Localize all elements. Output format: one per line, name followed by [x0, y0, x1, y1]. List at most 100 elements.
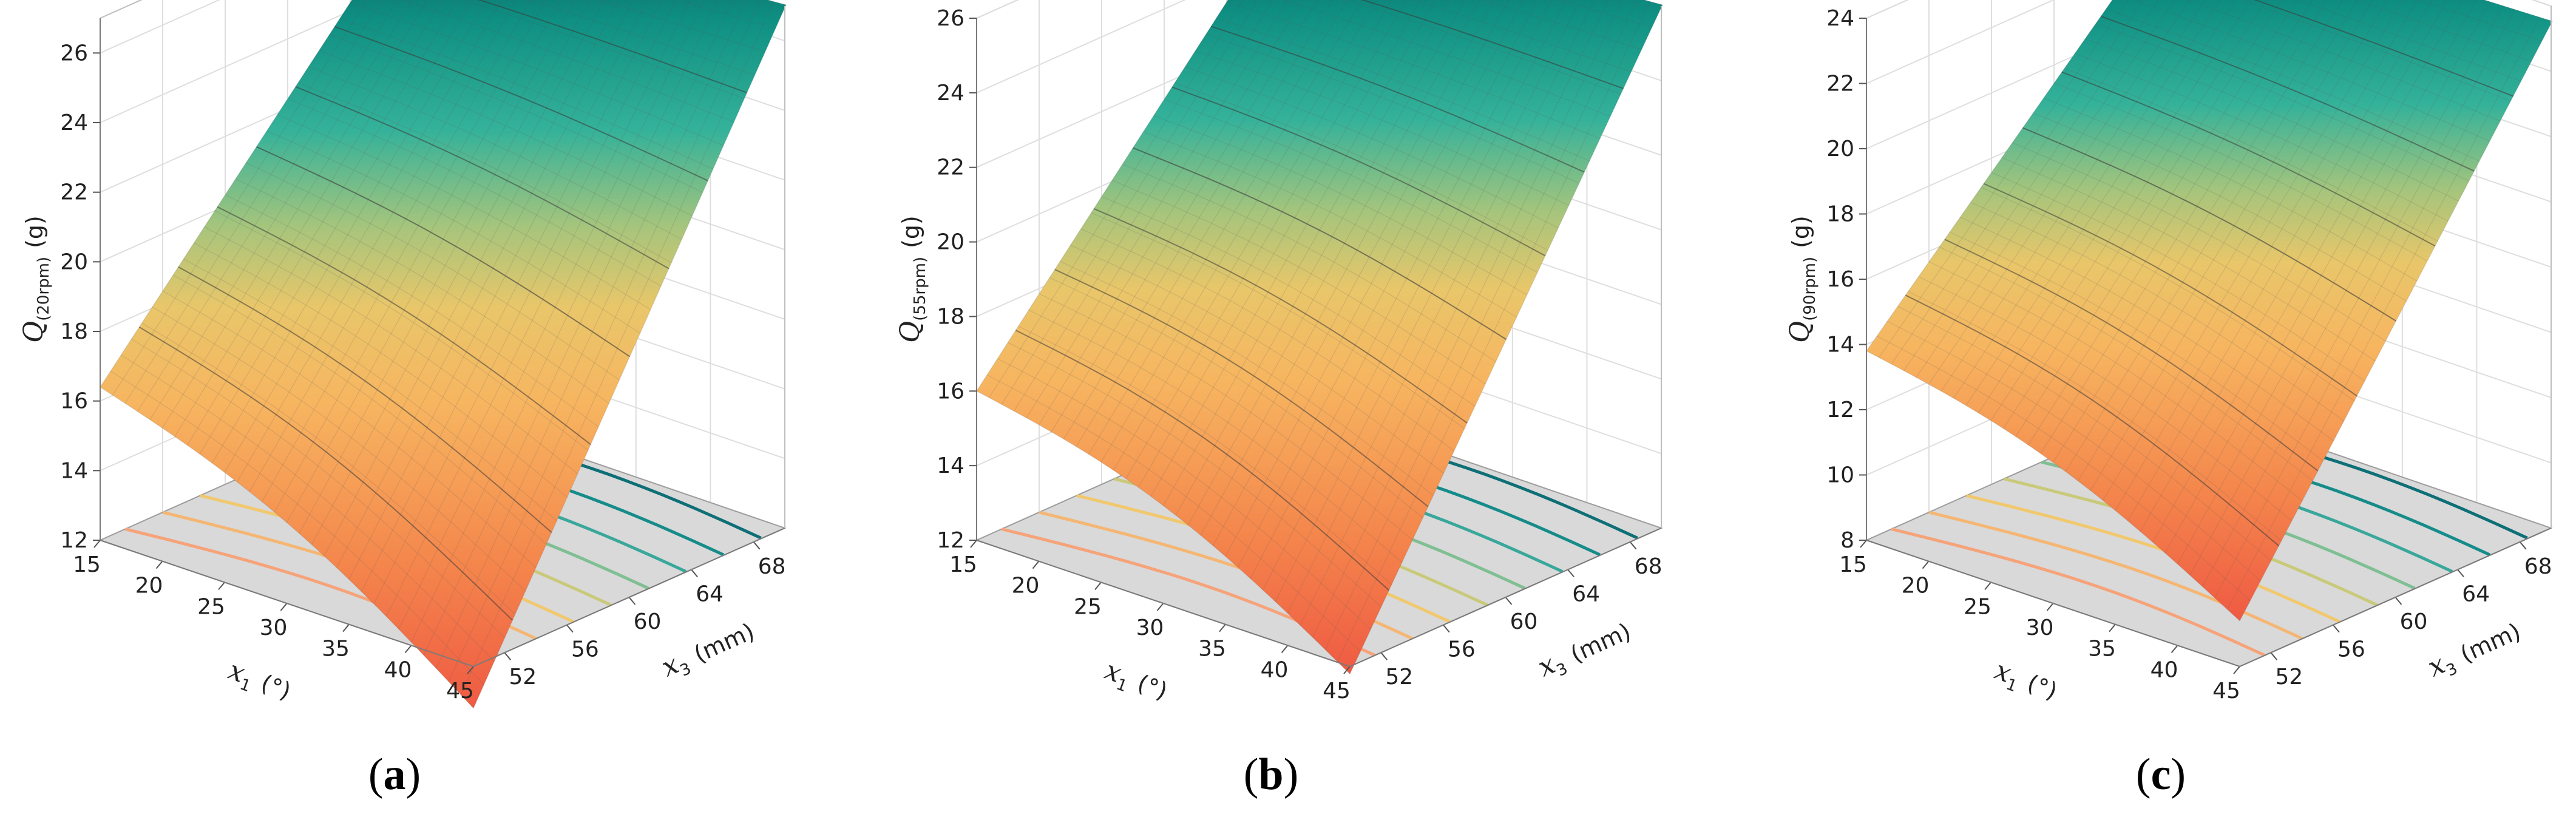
- surface-contour: [2100, 15, 2475, 172]
- z-tick-label: 14: [60, 458, 88, 483]
- x1-label-part: (°): [2024, 670, 2061, 705]
- x3-tick-mark: [2519, 541, 2527, 550]
- x3-label-part: (mm): [1567, 618, 1635, 668]
- surface-mesh-line: [2075, 53, 2449, 222]
- x1-tick-mark: [1922, 561, 1930, 569]
- x3-axis-line: [1349, 527, 1662, 667]
- x1-axis-line: [100, 540, 474, 667]
- surface-mesh-line: [1918, 276, 2293, 521]
- x3-tick-label: 52: [1385, 665, 1413, 690]
- x1-tick-mark: [1156, 603, 1164, 611]
- surface-mesh-line: [287, 98, 662, 287]
- x1-tick-mark: [342, 624, 350, 632]
- surface-mesh-line: [463, 0, 745, 100]
- x3-tick-label: 56: [1448, 637, 1476, 662]
- x3-label-part: (mm): [690, 618, 759, 668]
- surface-mesh-line: [131, 338, 505, 639]
- surface-mesh-line: [1928, 261, 2303, 501]
- x3-tick-mark: [753, 541, 761, 550]
- surface-mesh-line: [1018, 325, 1392, 585]
- x1-axis-line: [1866, 540, 2240, 667]
- x1-axis-label: x1 (°): [1990, 655, 2062, 710]
- surface-mesh-line: [1008, 342, 1381, 608]
- x1-tick-mark: [1094, 581, 1102, 590]
- surface-mesh-line: [297, 82, 672, 263]
- surface-mesh-line: [2483, 0, 2553, 22]
- caption-part: a: [384, 750, 406, 799]
- x1-tick-mark: [218, 581, 225, 590]
- x3-tick-mark: [1567, 569, 1574, 578]
- z-tick-label: 16: [937, 379, 964, 404]
- x1-axis-line: [976, 540, 1351, 667]
- surface-contour: [138, 326, 514, 621]
- x1-tick-mark: [280, 603, 288, 611]
- x3-tick-label: 68: [758, 554, 786, 579]
- x1-tick-label: 45: [446, 679, 474, 703]
- surface-mesh-line: [1345, 0, 1621, 95]
- surface-mesh-line: [1080, 228, 1455, 452]
- surface-mesh-line: [1970, 202, 2345, 421]
- surface-contour: [2253, 0, 2513, 97]
- x1-tick-mark: [1860, 540, 1867, 548]
- surface-mesh-line: [141, 322, 516, 615]
- surface-mesh-line: [1991, 172, 2365, 382]
- surface-contour: [1361, 0, 1624, 89]
- surface-mesh-line: [225, 194, 599, 427]
- x1-axis-label: x1 (°): [223, 655, 296, 710]
- surface-mesh-line: [1101, 196, 1476, 407]
- x1-tick-mark: [1281, 645, 1289, 653]
- z-tick-label: 12: [60, 528, 88, 553]
- surface-mesh-line: [2095, 23, 2469, 181]
- x3-tick-label: 60: [1510, 609, 1538, 634]
- surface-contour: [1210, 25, 1585, 173]
- x3-tick-label: 56: [571, 637, 599, 662]
- surface-mesh-line: [2132, 0, 2490, 142]
- x1-tick-label: 25: [197, 594, 225, 619]
- panel-c: 8 10 12 14 16 18 20 22 24 Q(90rpm) (g) 15 20 25 30 35 40…: [1785, 0, 2553, 799]
- x3-axis-line: [473, 527, 785, 667]
- surface-mesh-line: [1216, 18, 1590, 161]
- surface-contour: [1015, 330, 1390, 591]
- surface-mesh-line: [1091, 212, 1465, 429]
- z-tick-label: 18: [937, 304, 964, 329]
- surface-mesh-line: [1887, 320, 2261, 581]
- z-tick-label: 20: [60, 249, 88, 274]
- surface-contour: [1905, 294, 2280, 547]
- surface-mesh-line: [308, 66, 682, 240]
- caption-part: c: [2151, 750, 2171, 799]
- surface-mesh-line: [1876, 336, 2251, 602]
- surface-mesh-line: [2053, 83, 2428, 262]
- x1-tick-label: 40: [2151, 657, 2178, 682]
- z-tick-label: 14: [1826, 333, 1854, 358]
- x1-tick-mark: [1032, 561, 1040, 569]
- surface-mesh-line: [997, 358, 1371, 630]
- surface-contour: [334, 25, 708, 181]
- z-axis-label: Q(90rpm) (g): [1785, 215, 1819, 343]
- z-tick-label: 12: [1826, 398, 1854, 422]
- z-tick-label: 22: [937, 155, 964, 180]
- x3-tick-mark: [1443, 624, 1450, 633]
- surface-mesh-line: [1060, 261, 1434, 496]
- surface-contour: [1171, 86, 1546, 257]
- z-axis-label: Q(20rpm) (g): [18, 215, 53, 343]
- surface-mesh-line: [2043, 98, 2418, 282]
- z-tick-label: 8: [1840, 528, 1854, 553]
- surface-mesh-line: [1281, 0, 1611, 117]
- caption-part: ): [2171, 750, 2186, 799]
- surface-mesh-line: [246, 162, 620, 381]
- surface-mesh-line: [2240, 0, 2511, 102]
- surface-mesh-line: [1164, 98, 1538, 273]
- surface-mesh-line: [1143, 131, 1517, 317]
- response-surface: [100, 0, 786, 708]
- x3-axis-label: x3(mm): [657, 615, 760, 686]
- response-surface: [977, 0, 1663, 674]
- surface-mesh-line: [2416, 0, 2542, 42]
- z-tick-label: 18: [60, 319, 88, 344]
- x1-tick-label: 20: [1012, 574, 1040, 598]
- surface-mesh-line: [986, 375, 1361, 652]
- z-label-sub: (90rpm): [1801, 257, 1819, 321]
- caption-part: (: [1244, 750, 1259, 799]
- x1-tick-label: 30: [260, 615, 288, 640]
- caption-part: ): [1284, 750, 1299, 799]
